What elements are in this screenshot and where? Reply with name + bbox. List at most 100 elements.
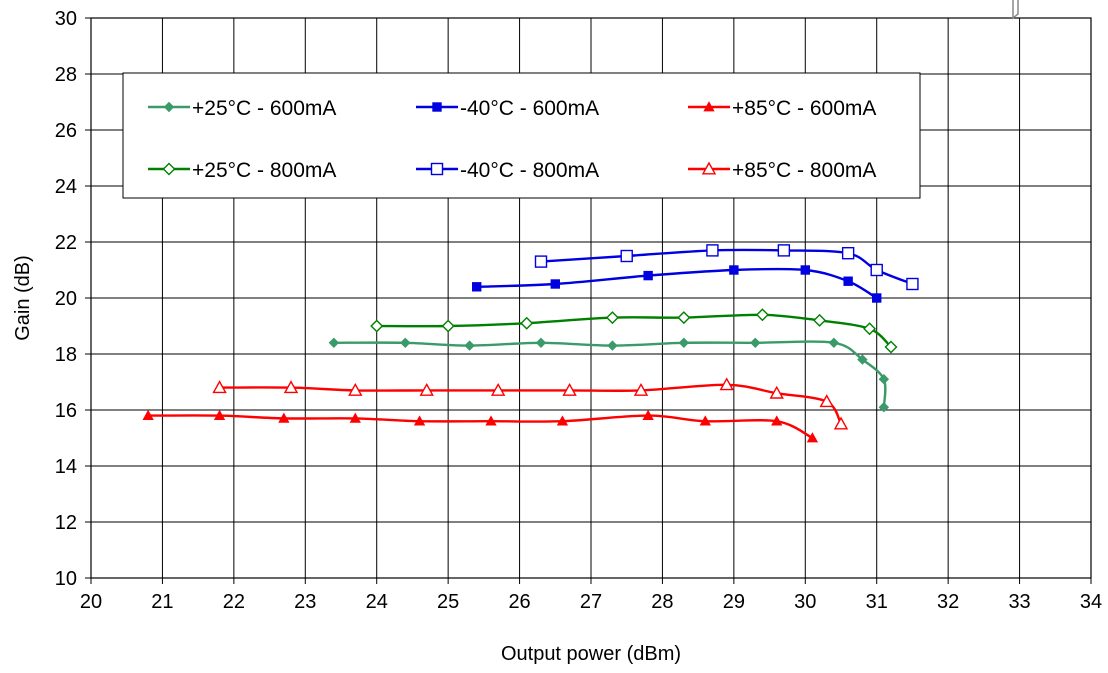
series-6-point [633, 382, 649, 396]
series-4-point [755, 308, 769, 322]
series-6-point [719, 377, 734, 391]
series-3-point [642, 409, 654, 420]
series-5-point [870, 263, 883, 277]
legend-swatch-marker [701, 161, 717, 175]
series-6-point [283, 380, 299, 394]
series-1-point [328, 337, 340, 349]
series-5-point [534, 255, 548, 268]
series-2-point [872, 293, 882, 303]
legend-swatch-marker [432, 102, 442, 112]
series-1-point [464, 340, 475, 351]
legend-box [122, 72, 921, 199]
series-3-point [699, 415, 711, 426]
y-tick-label: 10 [55, 568, 77, 590]
legend-swatch-marker [703, 101, 715, 112]
series-6-point [419, 382, 434, 396]
series-5-point [706, 244, 719, 257]
y-tick-label: 22 [55, 232, 77, 254]
x-tick-label: 30 [794, 591, 816, 613]
series-1-point [607, 340, 618, 351]
x-axis-title: Output power (dBm) [501, 643, 681, 665]
series-2-point [472, 282, 482, 292]
y-tick-label: 16 [55, 400, 77, 422]
series-1-point [678, 337, 690, 349]
y-tick-label: 18 [55, 344, 77, 366]
series-3-point [771, 415, 783, 426]
series-2-point [843, 276, 853, 286]
y-tick-label: 12 [55, 512, 77, 534]
legend-label: +85°C - 800mA [732, 159, 876, 182]
series-4-point [863, 322, 877, 336]
x-tick-label: 25 [437, 591, 459, 613]
legend-label: +25°C - 600mA [192, 97, 336, 120]
series-4-point [370, 319, 384, 333]
legend-swatch-marker [162, 162, 176, 176]
series-markers [142, 244, 919, 443]
series-1-point [400, 337, 411, 349]
series-5-point [777, 244, 791, 257]
series-3-point [142, 409, 154, 420]
legend-swatch-marker [430, 162, 444, 176]
series-2-point [800, 265, 810, 275]
series-3-point [485, 415, 497, 426]
series-1-point [750, 337, 761, 349]
series-5-point [906, 277, 919, 291]
series-1-point [535, 337, 547, 349]
series-6-point [769, 385, 784, 399]
legend: +25°C - 600mA -40°C - 600mA +85°C - 600mA +… [122, 72, 921, 199]
x-tick-label: 21 [151, 591, 173, 613]
y-axis-ticks: 10 12 14 16 18 20 22 24 26 28 30 [55, 8, 91, 590]
series-5-point [620, 249, 633, 263]
series-1-point [857, 354, 868, 365]
series-4-point [813, 313, 827, 327]
legend-label: -40°C - 800mA [460, 159, 599, 182]
series-4-point [884, 340, 898, 354]
series-1-point [878, 373, 890, 385]
y-tick-label: 24 [55, 176, 77, 198]
y-tick-label: 28 [55, 64, 77, 86]
x-tick-label: 24 [366, 591, 388, 613]
series-6-point [833, 416, 849, 430]
series-2-point [550, 279, 560, 289]
series-6-point [348, 382, 363, 396]
x-tick-label: 28 [651, 591, 673, 613]
series-2-point [729, 265, 739, 275]
series-3-point [806, 432, 819, 443]
series-1-point [878, 401, 890, 413]
x-tick-label: 33 [1008, 591, 1030, 613]
legend-label: +25°C - 800mA [192, 159, 336, 182]
y-tick-label: 30 [55, 8, 77, 30]
series-6-point [490, 382, 506, 396]
corner-mark [1012, 0, 1019, 20]
y-tick-label: 26 [55, 120, 77, 142]
series-3-point [413, 415, 426, 426]
x-tick-label: 29 [723, 591, 745, 613]
series-6-point [819, 394, 834, 408]
series-4-point [441, 319, 455, 333]
x-tick-label: 22 [223, 591, 245, 613]
x-tick-label: 32 [937, 591, 959, 613]
series-3-point [213, 409, 226, 420]
y-tick-label: 20 [55, 288, 77, 310]
series-line-4 [376, 313, 892, 348]
series-3-point [349, 412, 361, 423]
series-3-point [556, 415, 569, 426]
x-tick-label: 23 [294, 591, 316, 613]
x-tick-label: 31 [866, 591, 888, 613]
series-2-point [643, 270, 653, 281]
series-5-point [841, 246, 855, 260]
series-6-point [212, 380, 227, 394]
x-tick-label: 27 [580, 591, 602, 613]
y-axis-title: Gain (dB) [12, 255, 34, 341]
series-1-point [828, 337, 840, 349]
legend-swatch-marker [163, 101, 175, 113]
legend-label: -40°C - 600mA [460, 97, 599, 120]
x-tick-label: 20 [80, 591, 102, 613]
series-3-point [278, 412, 290, 423]
series-6-point [562, 382, 577, 396]
x-axis-ticks: 20 21 22 23 24 25 26 27 28 29 30 31 32 33 34 [80, 578, 1102, 613]
series-4-point [520, 316, 534, 330]
legend-label: +85°C - 600mA [732, 97, 876, 120]
series-4-point [605, 311, 619, 325]
